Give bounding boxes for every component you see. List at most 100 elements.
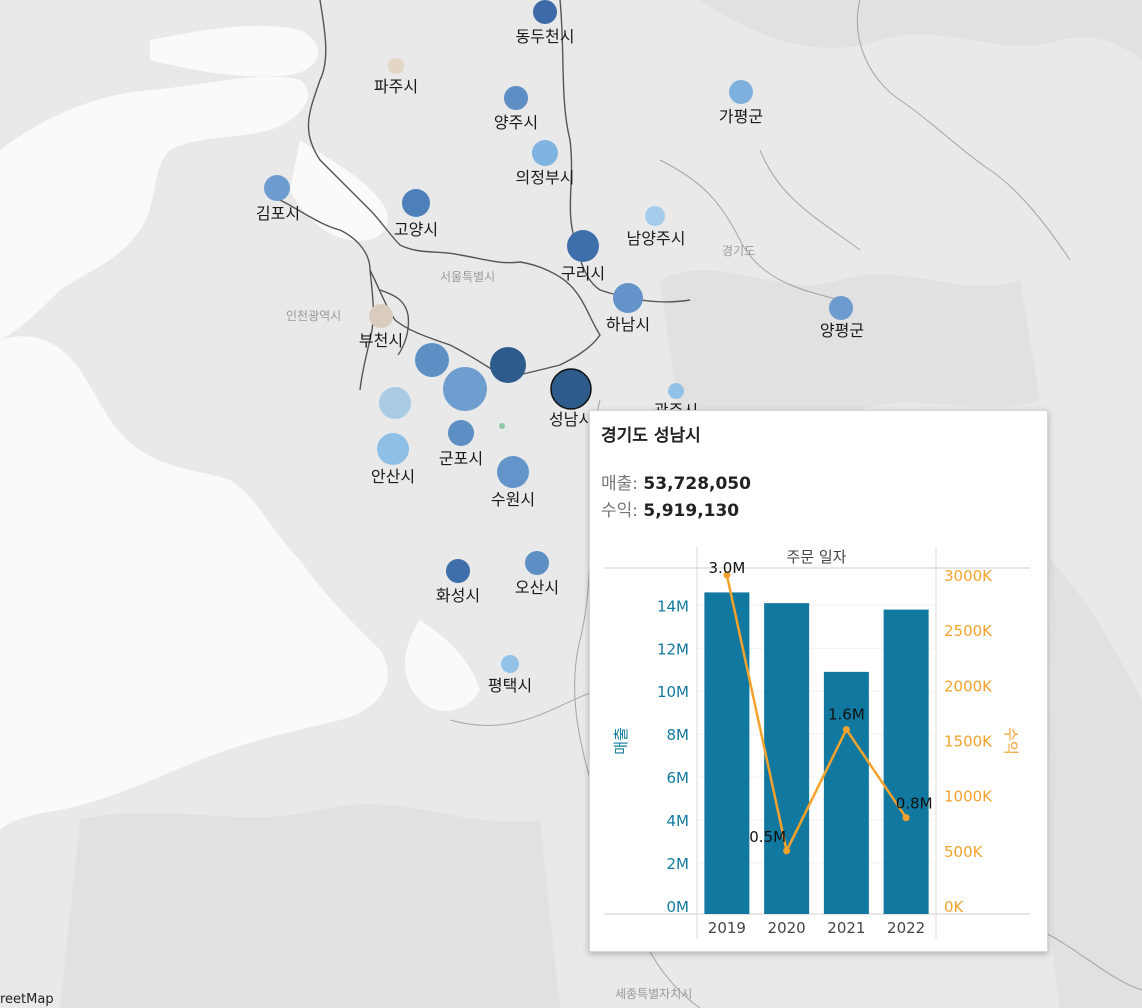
city-marker-guri[interactable]	[567, 230, 599, 262]
profit-point	[783, 847, 791, 855]
city-marker-seongnam[interactable]	[550, 368, 592, 410]
region-label-seoul: 서울특별시	[440, 270, 495, 284]
tooltip-profit-value: 5,919,130	[643, 501, 740, 521]
city-label-suwon: 수원시	[491, 490, 535, 509]
chart-line	[723, 571, 910, 855]
tooltip-panel: 경기도 성남시 매출: 53,728,050 수익: 5,919,130 주문 …	[589, 410, 1048, 952]
city-label-gimpo: 김포시	[256, 204, 300, 223]
city-label-bucheon: 부천시	[359, 331, 403, 350]
y2-tick-label: 1500K	[944, 732, 993, 750]
city-label-yangju: 양주시	[494, 113, 538, 132]
x-tick-label: 2019	[708, 919, 746, 937]
city-marker-unlabeled-4[interactable]	[379, 387, 411, 419]
tooltip-profit-row: 수익: 5,919,130	[601, 496, 739, 521]
city-label-hwaseong: 화성시	[436, 586, 480, 605]
terrain-shading	[60, 0, 1142, 1008]
profit-point	[902, 814, 910, 822]
y-tick-label: 10M	[657, 683, 689, 701]
city-marker-namyangju[interactable]	[645, 206, 665, 226]
city-marker-dongducheon[interactable]	[533, 0, 557, 24]
city-marker-gunpo[interactable]	[448, 420, 474, 446]
city-marker-unlabeled-2[interactable]	[490, 347, 526, 383]
y-tick-label: 0M	[667, 898, 690, 916]
y-tick-label: 4M	[667, 812, 690, 830]
city-label-gunpo: 군포시	[439, 449, 483, 468]
city-label-goyang: 고양시	[394, 220, 438, 239]
city-label-seongnam: 성남시	[549, 410, 593, 429]
city-label-pyeongtaek: 평택시	[488, 676, 532, 695]
tooltip-sales-row: 매출: 53,728,050	[601, 469, 751, 494]
y-axis-title: 매출	[612, 727, 630, 755]
y-tick-label: 8M	[667, 726, 690, 744]
profit-line	[725, 574, 908, 855]
city-label-dongducheon: 동두천시	[516, 27, 575, 46]
y2-tick-label: 3000K	[944, 567, 993, 585]
city-marker-suwon[interactable]	[497, 456, 529, 488]
city-label-uijeongbu: 의정부시	[516, 168, 575, 187]
y-tick-label: 6M	[667, 769, 690, 787]
tooltip-title: 경기도 성남시	[601, 426, 701, 446]
city-marker-pyeongtaek[interactable]	[501, 655, 519, 673]
y2-axis-title: 수익	[1002, 727, 1020, 755]
profit-data-label: 1.6M	[828, 705, 865, 723]
city-marker-yangpyeong[interactable]	[829, 296, 853, 320]
tooltip-sales-value: 53,728,050	[643, 474, 751, 494]
region-label-incheon: 인천광역시	[286, 308, 341, 323]
y-tick-label: 12M	[657, 640, 689, 658]
y2-tick-label: 0K	[944, 898, 965, 916]
map-attribution: reetMap	[0, 992, 54, 1007]
y2-tick-label: 2500K	[944, 622, 993, 640]
sales-bar	[883, 609, 929, 914]
y-tick-label: 2M	[667, 855, 690, 873]
city-marker-paju[interactable]	[388, 58, 404, 74]
city-marker-hanam[interactable]	[613, 283, 643, 313]
profit-data-label: 0.8M	[896, 795, 933, 813]
city-marker-osan[interactable]	[525, 551, 549, 575]
y-tick-label: 14M	[657, 597, 689, 615]
city-label-paju: 파주시	[374, 77, 418, 96]
profit-data-label: 3.0M	[708, 559, 745, 577]
y2-tick-label: 1000K	[944, 788, 993, 806]
city-marker-unlabeled-1[interactable]	[415, 343, 449, 377]
x-tick-label: 2020	[768, 919, 806, 937]
city-label-gapyeong: 가평군	[719, 107, 763, 126]
city-label-guri: 구리시	[561, 264, 605, 283]
city-label-ansan: 안산시	[371, 467, 415, 486]
sales-bar	[704, 592, 750, 914]
y2-tick-label: 500K	[944, 843, 984, 861]
profit-point	[842, 725, 850, 733]
city-marker-bucheon[interactable]	[369, 304, 393, 328]
city-marker-ansan[interactable]	[377, 433, 409, 465]
city-marker-gwangju[interactable]	[668, 383, 684, 399]
city-marker-small[interactable]	[499, 423, 505, 429]
profit-point	[723, 571, 731, 579]
city-labels: 동두천시 파주시 양주시 가평군 의정부시 김포시 고양시 남양주시 구리시 하…	[256, 27, 864, 695]
profit-data-label: 0.5M	[749, 828, 786, 846]
chart-bars	[704, 592, 929, 914]
city-marker-gimpo[interactable]	[264, 175, 290, 201]
x-tick-label: 2022	[887, 919, 925, 937]
sales-profit-chart: 주문 일자 0M 2M 4M 6M 8M 10M 12M 14M 0K 500K 1000K 1500K…	[604, 547, 1030, 939]
city-marker-unlabeled-3[interactable]	[443, 367, 487, 411]
city-label-osan: 오산시	[515, 578, 559, 597]
y2-tick-label: 2000K	[944, 677, 993, 695]
tooltip-profit-label: 수익:	[601, 501, 639, 521]
city-markers	[264, 0, 853, 673]
city-marker-yangju[interactable]	[504, 86, 528, 110]
sales-bar	[823, 671, 869, 914]
city-label-hanam: 하남시	[606, 315, 650, 334]
city-marker-hwaseong[interactable]	[446, 559, 470, 583]
water-areas	[0, 25, 480, 830]
city-marker-uijeongbu[interactable]	[532, 140, 558, 166]
region-label-gyeonggi: 경기도	[722, 244, 755, 258]
x-tick-label: 2021	[827, 919, 865, 937]
chart-labels: 주문 일자 0M 2M 4M 6M 8M 10M 12M 14M 0K 500K 1000K 1500K…	[612, 548, 1020, 937]
city-marker-gapyeong[interactable]	[729, 80, 753, 104]
city-label-namyangju: 남양주시	[627, 229, 686, 248]
city-label-yangpyeong: 양평군	[820, 321, 864, 340]
sales-bar	[764, 603, 810, 914]
region-label-sejong: 세종특별자치시	[615, 987, 692, 1001]
chart-header-label: 주문 일자	[787, 548, 847, 566]
city-marker-goyang[interactable]	[402, 189, 430, 217]
tooltip-sales-label: 매출:	[601, 474, 639, 494]
